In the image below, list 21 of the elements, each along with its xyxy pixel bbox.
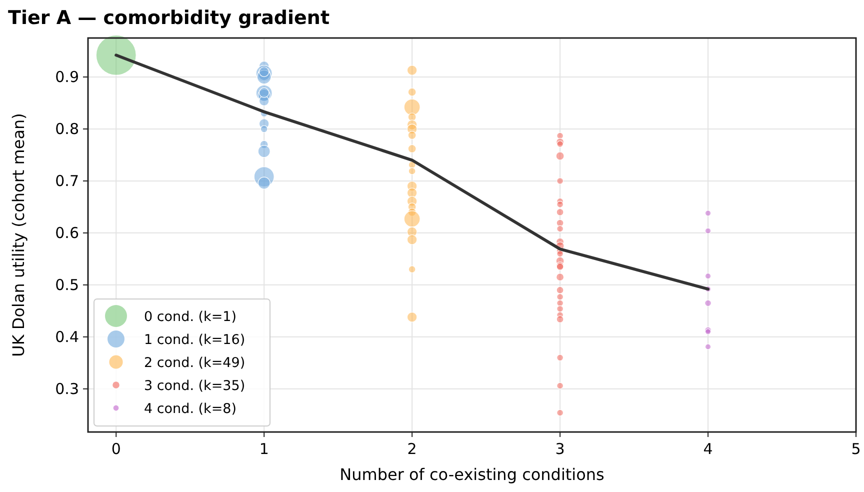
y-tick-label: 0.7 bbox=[55, 172, 79, 190]
legend-label: 2 cond. (k=49) bbox=[144, 355, 246, 371]
legend-label: 3 cond. (k=35) bbox=[144, 378, 246, 394]
legend-label: 1 cond. (k=16) bbox=[144, 332, 246, 348]
legend-label: 0 cond. (k=1) bbox=[144, 309, 237, 325]
y-tick-label: 0.9 bbox=[55, 68, 79, 86]
x-tick-label: 2 bbox=[407, 440, 417, 458]
x-tick-label: 0 bbox=[111, 440, 121, 458]
chart-title: Tier A — comorbidity gradient bbox=[8, 7, 330, 29]
x-axis-title: Number of co-existing conditions bbox=[340, 465, 604, 484]
legend-label: 4 cond. (k=8) bbox=[144, 401, 237, 417]
y-axis-title: UK Dolan utility (cohort mean) bbox=[9, 113, 28, 357]
y-tick-label: 0.3 bbox=[55, 380, 79, 398]
x-tick-label: 3 bbox=[555, 440, 565, 458]
y-tick-label: 0.5 bbox=[55, 276, 79, 294]
y-tick-label: 0.4 bbox=[55, 328, 79, 346]
y-tick-label: 0.8 bbox=[55, 120, 79, 138]
x-tick-label: 1 bbox=[259, 440, 269, 458]
x-tick-label: 5 bbox=[851, 440, 861, 458]
y-tick-label: 0.6 bbox=[55, 224, 79, 242]
x-tick-label: 4 bbox=[703, 440, 713, 458]
